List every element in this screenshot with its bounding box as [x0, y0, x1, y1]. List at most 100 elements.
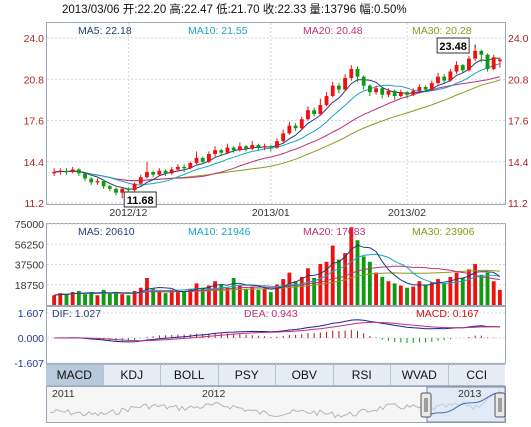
volume-bar: [151, 288, 156, 305]
candle-body: [349, 68, 354, 78]
candle-body: [120, 188, 125, 193]
time-navigator[interactable]: 2011 2012 2013: [46, 386, 506, 423]
candlestick: [145, 161, 149, 179]
price-x-label: 2013/01: [252, 207, 290, 219]
candlestick: [194, 151, 199, 165]
price-y-ticks-left: 24.0 20.8 17.6 14.4 11.2: [24, 33, 45, 210]
volume-bar: [194, 283, 199, 305]
volume-ma-lines: [54, 244, 501, 296]
candlestick: [237, 142, 242, 152]
macd-grid: [47, 312, 505, 364]
volume-bar: [138, 287, 143, 305]
volume-bar: [460, 278, 465, 305]
candle-body: [219, 150, 224, 153]
candle-body: [448, 71, 453, 81]
low-label-box: [123, 191, 157, 208]
volume-bar: [213, 281, 218, 305]
price-x-labels: 2012/12 2013/01 2013/02: [109, 207, 426, 219]
tab-macd[interactable]: MACD: [46, 365, 104, 385]
candle-body: [58, 170, 63, 173]
candle-body: [107, 186, 112, 189]
volume-bar: [299, 276, 304, 305]
volume-bar: [448, 276, 453, 305]
candle-body: [287, 125, 292, 134]
candle-body: [132, 183, 137, 191]
navigator-handle-right[interactable]: [494, 392, 506, 418]
macd-y-tick: 0.000: [18, 333, 44, 345]
tab-obv[interactable]: OBV: [276, 365, 334, 385]
candlestick: [417, 84, 422, 94]
candlestick: [76, 168, 81, 176]
candlestick: [182, 164, 187, 173]
candle-body: [268, 146, 273, 148]
navigator-year-label: 2012: [202, 388, 226, 400]
volume-bar: [417, 281, 422, 305]
macd-panel-frame: [46, 306, 506, 364]
candle-body: [299, 119, 304, 129]
tab-psy[interactable]: PSY: [219, 365, 276, 385]
tab-cci[interactable]: CCI: [466, 368, 488, 382]
macd-y-tick: -1.607: [14, 358, 44, 370]
volume-bar: [429, 282, 434, 305]
candlestick: [64, 168, 69, 175]
candlestick: [497, 57, 502, 68]
volume-bar: [392, 283, 397, 305]
candle-body: [367, 85, 372, 93]
indicator-tabs: MACD KDJ BOLL PSY OBV RSI WVAD CCI: [46, 364, 505, 386]
macd-y-ticks: 1.607 0.000 -1.607: [14, 308, 44, 370]
candle-body: [176, 166, 180, 170]
candlestick: [429, 80, 434, 91]
candle-body: [70, 169, 75, 173]
candlestick: [485, 53, 490, 72]
volume-ma-label: MA30: 23906: [412, 226, 475, 238]
candlestick: [250, 141, 255, 151]
candlestick: [163, 169, 168, 176]
tab-rsi[interactable]: RSI: [334, 365, 391, 385]
volume-bar: [398, 285, 403, 305]
volume-bar: [491, 281, 496, 305]
candlestick: [120, 187, 125, 197]
price-panel-frame: [46, 22, 506, 205]
volume-bar: [374, 272, 378, 305]
volume-y-tick: 75000: [15, 219, 44, 231]
candle-body: [330, 85, 335, 97]
volume-bar: [454, 272, 459, 305]
candle-body: [244, 146, 248, 149]
candlestick: [256, 143, 261, 151]
candlestick: [101, 179, 106, 189]
candlestick: [89, 177, 94, 185]
volume-bar: [95, 295, 100, 305]
volume-bar: [256, 289, 261, 305]
candle-body: [114, 188, 118, 193]
price-y-tick-left: 11.2: [24, 198, 44, 210]
volume-bar: [411, 286, 416, 305]
candle-body: [336, 85, 341, 90]
candle-body: [473, 50, 478, 59]
price-y-tick-left: 24.0: [24, 33, 45, 45]
volume-bar: [237, 285, 242, 305]
candle-body: [442, 76, 447, 81]
volume-bar: [436, 279, 440, 305]
volume-y-tick: 18750: [15, 280, 44, 292]
navigator-handle-left[interactable]: [420, 392, 432, 418]
volume-bar: [405, 287, 409, 305]
low-annotation: 11.68: [127, 195, 154, 207]
tab-kdj[interactable]: KDJ: [104, 365, 161, 385]
candle-body: [423, 86, 428, 90]
candlestick: [244, 144, 248, 152]
candlestick: [405, 90, 409, 99]
candle-body: [361, 76, 366, 86]
candlestick: [367, 84, 372, 97]
volume-y-tick: 37500: [15, 260, 44, 272]
candle-body: [52, 172, 57, 174]
price-annotations: 23.48 11.68: [121, 37, 476, 208]
volume-bar: [120, 294, 125, 305]
candle-body: [275, 141, 279, 148]
volume-bar: [58, 293, 63, 305]
tab-boll[interactable]: BOLL: [161, 365, 219, 385]
candle-body: [101, 181, 106, 187]
candle-body: [417, 86, 422, 91]
tab-wvad[interactable]: WVAD: [391, 365, 449, 385]
candlestick: [343, 74, 348, 91]
